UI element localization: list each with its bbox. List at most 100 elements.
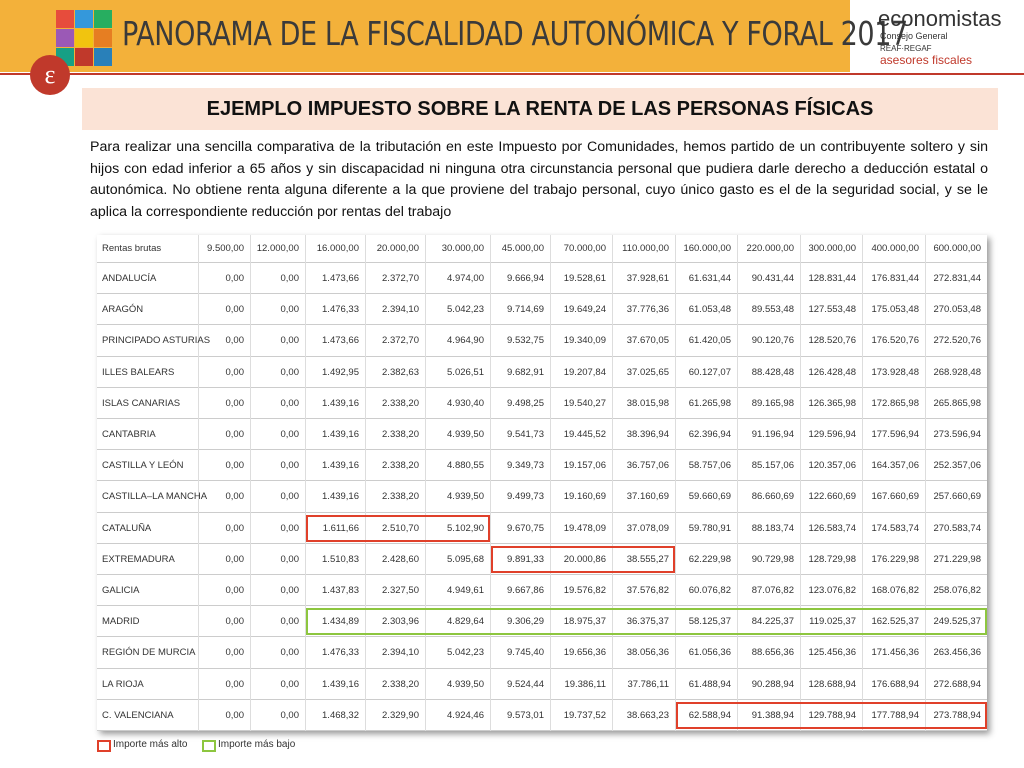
cell: ILLES BALEARS [102, 366, 175, 378]
cell: 1.468,32 [322, 709, 359, 721]
cell: 0,00 [280, 366, 300, 378]
cell: 128.729,98 [808, 553, 856, 565]
cell: CANTABRIA [102, 429, 156, 440]
cell: 59.780,91 [688, 522, 731, 534]
cell: 9.682,91 [507, 366, 544, 378]
cell: 0,00 [225, 273, 245, 284]
cell: 0,00 [280, 647, 300, 659]
header-cell: 400.000,00 [871, 243, 919, 254]
cell: ISLAS CANARIAS [102, 397, 181, 409]
legend-high: Importe más alto [113, 739, 188, 750]
cell: 61.056,36 [688, 647, 731, 659]
cell: 1.510,83 [322, 553, 359, 565]
cell: 173.928,48 [871, 366, 919, 378]
col-line [550, 235, 551, 731]
cell: 272.688,94 [933, 678, 981, 690]
cell: 175.053,48 [871, 304, 919, 316]
cell: ANDALUCÍA [102, 273, 157, 284]
row-line [97, 262, 987, 263]
cell: 19.340,09 [563, 335, 606, 347]
cell: 38.396,94 [626, 429, 669, 440]
cell: 0,00 [280, 585, 300, 596]
cell: 172.865,98 [871, 397, 919, 409]
cell: 270.053,48 [933, 304, 981, 316]
cell: 59.660,69 [688, 491, 731, 503]
cell: 9.891,33 [507, 553, 544, 565]
cell: 162.525,37 [871, 616, 919, 628]
cell: 4.829,64 [447, 616, 484, 628]
header-cell: 16.000,00 [316, 243, 359, 254]
org-sub: asesores fiscales [880, 53, 973, 67]
cell: 9.498,25 [507, 397, 544, 409]
cell: 120.357,06 [808, 460, 856, 472]
highlight-box [306, 608, 987, 636]
cell: REGIÓN DE MURCIA [102, 647, 196, 659]
row-line [97, 324, 987, 326]
cell: 177.788,94 [871, 709, 919, 721]
cell: 1.437,83 [322, 585, 359, 596]
cell: 9.745,40 [507, 647, 544, 659]
row-line [97, 636, 987, 638]
cell: 2.510,70 [382, 522, 419, 534]
cell: GALICIA [102, 585, 140, 596]
cell: 5.102,90 [447, 522, 484, 534]
cell: 9.670,75 [507, 522, 544, 534]
cell: 0,00 [225, 429, 245, 440]
cell: 1.439,16 [322, 397, 359, 409]
cell: 2.382,63 [382, 366, 419, 378]
cell: 0,00 [280, 678, 300, 690]
cell: 1.476,33 [322, 647, 359, 659]
cell: 0,00 [280, 273, 300, 284]
cell: 89.165,98 [751, 397, 794, 409]
cell: 60.076,82 [688, 585, 731, 596]
cell: PRINCIPADO ASTURIAS [102, 335, 211, 347]
cell: 85.157,06 [751, 460, 794, 472]
cell: 88.428,48 [751, 366, 794, 378]
cell: 2.338,20 [382, 429, 419, 440]
cell: 1.439,16 [322, 460, 359, 472]
cell: 2.303,96 [382, 616, 419, 628]
cell: 20.000,86 [563, 553, 606, 565]
header-cell: 45.000,00 [501, 243, 544, 254]
cell: 2.394,10 [382, 304, 419, 316]
cell: 89.553,48 [751, 304, 794, 316]
cell: 19.737,52 [563, 709, 606, 721]
row-line [97, 293, 987, 295]
cell: 61.488,94 [688, 678, 731, 690]
cell: 88.183,74 [751, 522, 794, 534]
cell: 0,00 [225, 460, 245, 472]
cell: 0,00 [225, 397, 245, 409]
cell: 9.532,75 [507, 335, 544, 347]
cell: 0,00 [280, 429, 300, 440]
cell: 263.456,36 [933, 647, 981, 659]
cell: 126.583,74 [808, 522, 856, 534]
cell: 4.930,40 [447, 397, 484, 409]
cell: 4.939,50 [447, 491, 484, 503]
cell: 176.831,44 [871, 273, 919, 284]
cell: ARAGÓN [102, 304, 144, 316]
cell: 128.520,76 [808, 335, 856, 347]
cell: 0,00 [225, 647, 245, 659]
cell: 62.396,94 [688, 429, 731, 440]
cell: 2.338,20 [382, 491, 419, 503]
cell: 9.499,73 [507, 491, 544, 503]
cell: 90.120,76 [751, 335, 794, 347]
cell: 19.540,27 [563, 397, 606, 409]
cell: 271.229,98 [933, 553, 981, 565]
cell: 0,00 [225, 335, 245, 347]
legend-swatch-low [202, 740, 216, 752]
cell: 171.456,36 [871, 647, 919, 659]
cell: 9.524,44 [507, 678, 544, 690]
cell: 36.757,06 [626, 460, 669, 472]
cell: 0,00 [280, 397, 300, 409]
cell: 87.076,82 [751, 585, 794, 596]
cell: 4.880,55 [447, 460, 484, 472]
cell: 37.576,82 [626, 585, 669, 596]
cell: 258.076,82 [933, 585, 981, 596]
cell: 0,00 [225, 616, 245, 628]
header-cell: 160.000,00 [683, 243, 731, 254]
cell: 126.428,48 [808, 366, 856, 378]
cell: 2.329,90 [382, 709, 419, 721]
cell: 9.306,29 [507, 616, 544, 628]
cell: 2.394,10 [382, 647, 419, 659]
